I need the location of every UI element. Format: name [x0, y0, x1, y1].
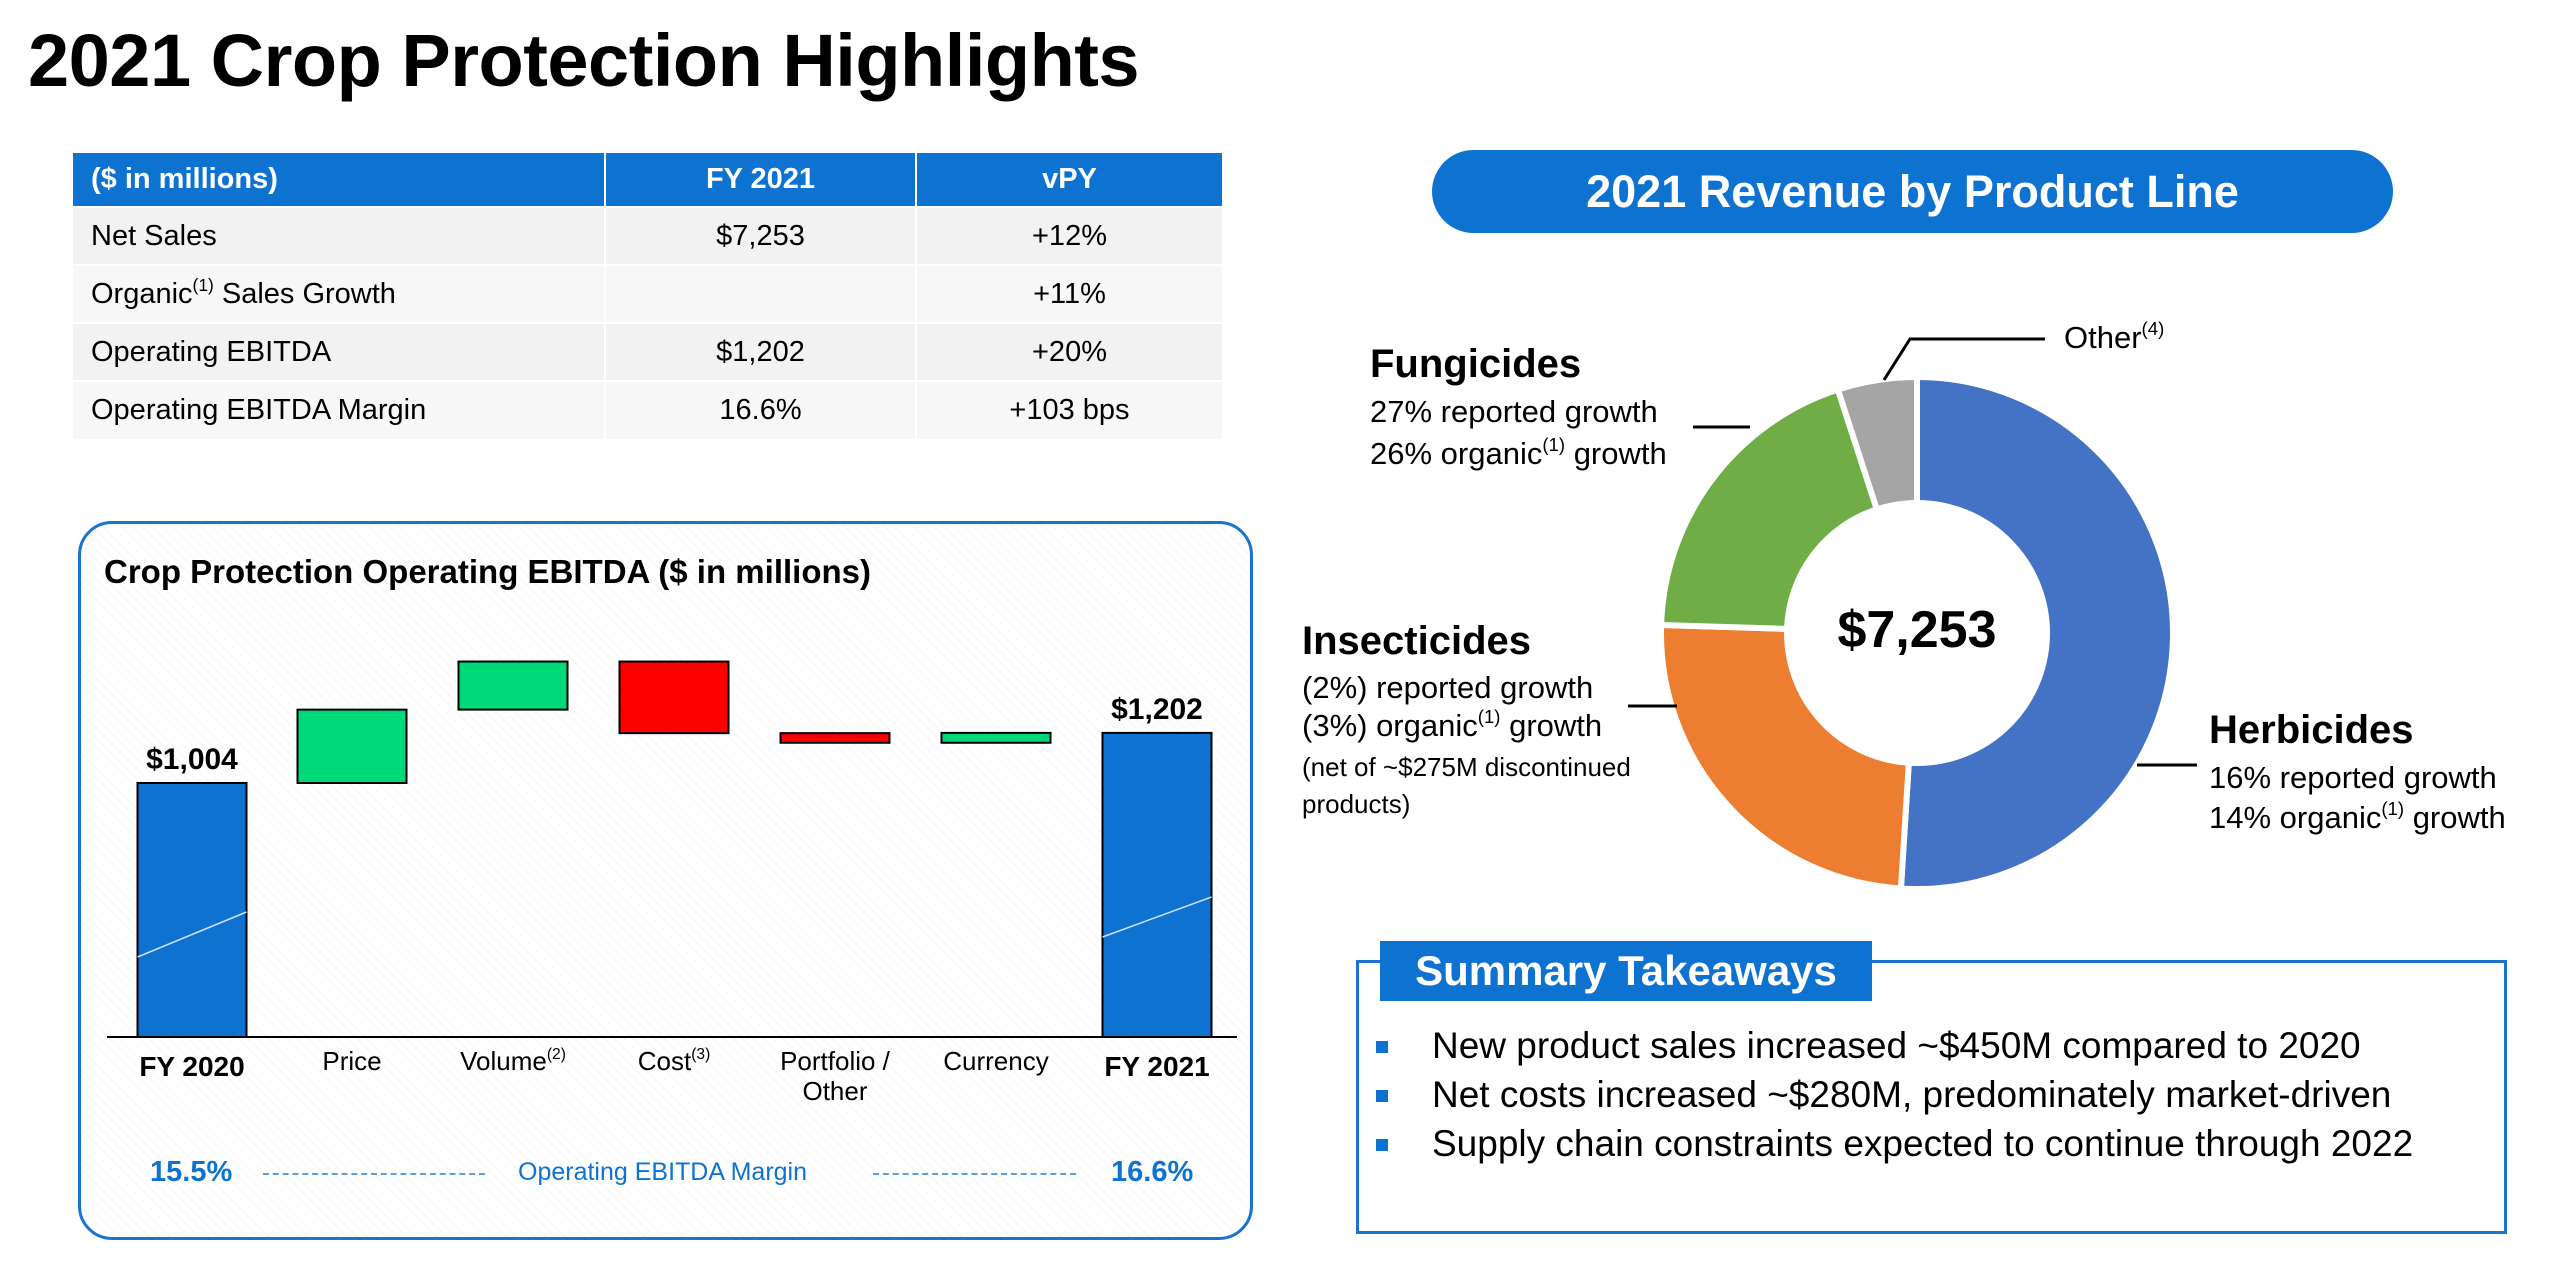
cell-fy2021: [605, 264, 917, 323]
margin-end: 16.6%: [1111, 1156, 1194, 1188]
row-label: Operating EBITDA Margin: [73, 380, 606, 439]
herbicides-organic: 14% organic(1) growth: [2209, 797, 2506, 835]
slice-fungicides: [1658, 385, 1881, 633]
bullet-icon: [1376, 1139, 1388, 1151]
highlights-table: ($ in millions) FY 2021 vPY Net Sales $7,…: [73, 153, 1224, 439]
insecticides-label: Insecticides: [1302, 619, 1532, 663]
category-label: Price: [322, 1046, 382, 1076]
bar-volume: [457, 660, 569, 711]
page-title: 2021 Crop Protection Highlights: [28, 19, 1140, 102]
slice-herbicides: [1897, 373, 2176, 892]
cell-vpy: +20%: [916, 322, 1224, 381]
margin-start: 15.5%: [150, 1156, 233, 1188]
data-label: $1,004: [146, 743, 238, 776]
category-label: Volume(2): [460, 1046, 566, 1076]
bar-cost: [618, 660, 730, 735]
summary-box: [1356, 960, 2507, 1234]
insecticides-note-2: products): [1302, 789, 1411, 819]
row-label: Net Sales: [73, 206, 606, 265]
summary-item: Net costs increased ~$280M, predominatel…: [1432, 1074, 2392, 1115]
summary-item: Supply chain constraints expected to con…: [1432, 1123, 2414, 1164]
cell-vpy: +103 bps: [916, 380, 1224, 439]
table-row: Operating EBITDA $1,202 +20%: [73, 322, 1224, 381]
bar-sheen: [1102, 896, 1212, 938]
summary-title: Summary Takeaways: [1380, 941, 1872, 1001]
category-label: Currency: [943, 1046, 1049, 1076]
fungicides-reported: 27% reported growth: [1370, 394, 1658, 429]
waterfall-title: Crop Protection Operating EBITDA ($ in m…: [104, 553, 871, 590]
category-label: Cost(3): [637, 1046, 711, 1076]
margin-label: Operating EBITDA Margin: [518, 1158, 808, 1186]
data-label: $1,202: [1111, 693, 1203, 726]
insecticides-organic: (3%) organic(1) growth: [1302, 705, 1603, 743]
dashed-line: [263, 1173, 485, 1175]
table-header-row: ($ in millions) FY 2021 vPY: [73, 153, 1224, 207]
bar-price: [296, 708, 408, 784]
donut-center-total: $7,253: [1837, 601, 1997, 659]
cell-fy2021: $1,202: [605, 322, 917, 381]
cell-fy2021: 16.6%: [605, 380, 917, 439]
bar-sheen: [137, 911, 247, 958]
row-label: Operating EBITDA: [73, 322, 606, 381]
fungicides-label: Fungicides: [1370, 342, 1582, 386]
ebitda-waterfall-panel: [78, 521, 1253, 1240]
summary-item: New product sales increased ~$450M compa…: [1432, 1025, 2361, 1066]
dashed-line: [873, 1173, 1076, 1175]
cell-vpy: +11%: [916, 264, 1224, 323]
other-label: Other(4): [2064, 317, 2165, 355]
header-cell: FY 2021: [605, 153, 917, 207]
insecticides-note: (net of ~$275M discontinued: [1302, 752, 1631, 782]
bar-portfolio-other: [779, 732, 891, 744]
header-cell: vPY: [916, 153, 1224, 207]
waterfall-chart: $1,004 $1,202: [107, 660, 1237, 1038]
table-row: Organic(1) Sales Growth +11%: [73, 264, 1224, 323]
cell-fy2021: $7,253: [605, 206, 917, 265]
header-cell: ($ in millions): [73, 153, 606, 207]
category-label: FY 2020: [139, 1051, 245, 1082]
cell-vpy: +12%: [916, 206, 1224, 265]
bullet-icon: [1376, 1041, 1388, 1053]
slice-other: [1834, 373, 1920, 514]
category-label: Portfolio / Other: [780, 1046, 890, 1106]
slice-insecticides: [1658, 621, 1913, 892]
fungicides-organic: 26% organic(1) growth: [1370, 433, 1667, 471]
donut-title: 2021 Revenue by Product Line: [1432, 150, 2393, 233]
category-label: FY 2021: [1104, 1051, 1210, 1082]
herbicides-reported: 16% reported growth: [2209, 760, 2497, 795]
bar-fy-2020: [136, 781, 248, 1038]
bar-fy-2021: [1101, 731, 1213, 1038]
herbicides-label: Herbicides: [2209, 708, 2414, 752]
bar-currency: [940, 731, 1052, 744]
row-label: Organic(1) Sales Growth: [73, 264, 606, 323]
bullet-icon: [1376, 1090, 1388, 1102]
other-leader-line: [1882, 337, 2045, 381]
insecticides-reported: (2%) reported growth: [1302, 670, 1594, 705]
table-row: Net Sales $7,253 +12%: [73, 206, 1224, 265]
table-row: Operating EBITDA Margin 16.6% +103 bps: [73, 380, 1224, 439]
